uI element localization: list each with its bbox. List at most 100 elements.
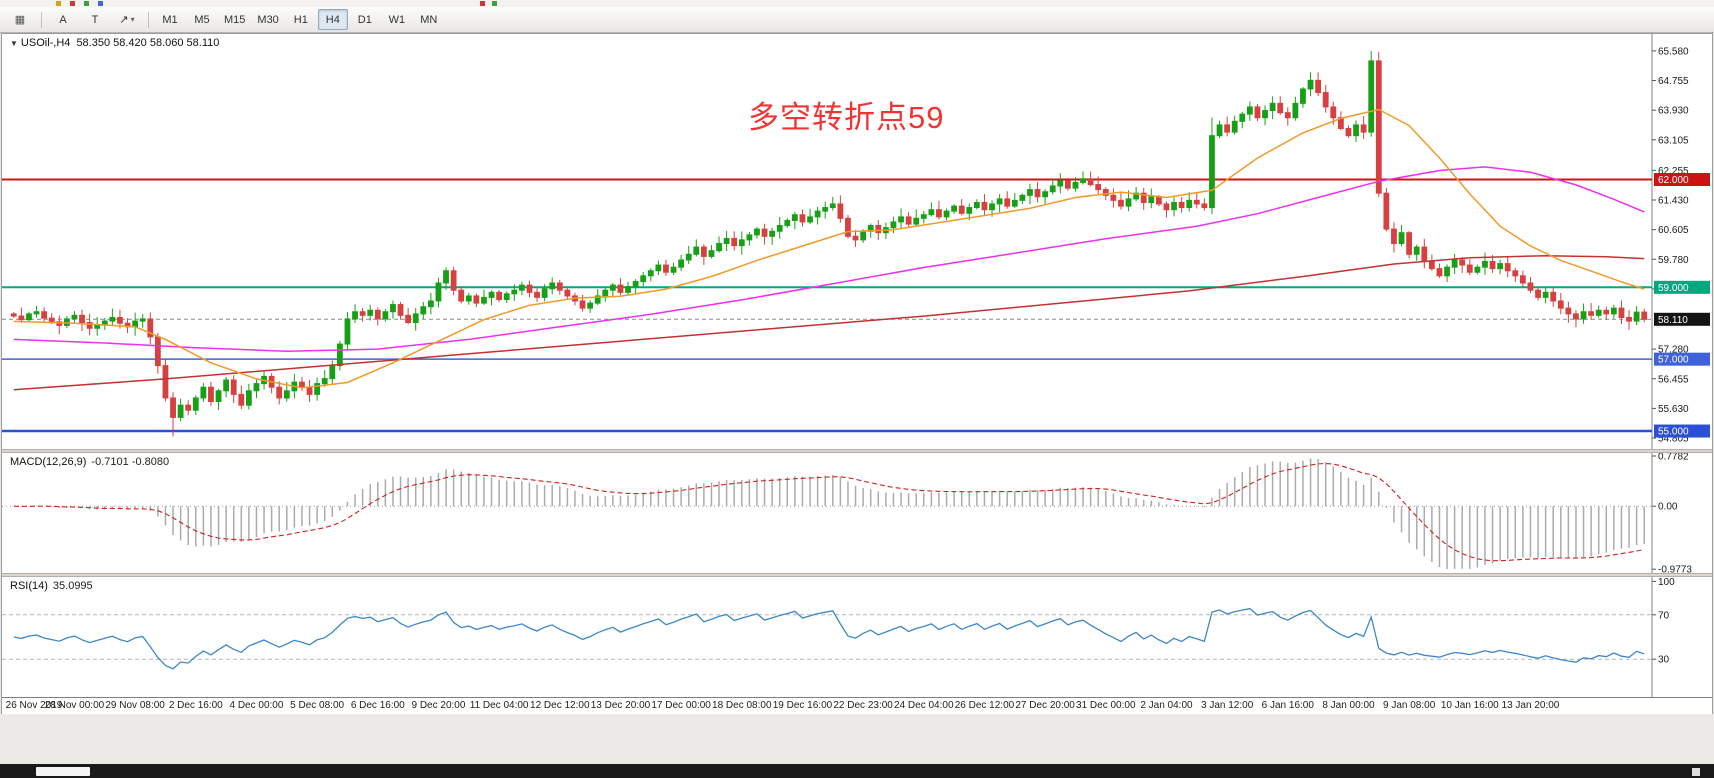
- window-background-gap: [0, 714, 1714, 764]
- svg-text:57.000: 57.000: [1658, 355, 1689, 366]
- svg-text:70: 70: [1658, 610, 1670, 621]
- candlesticks: [10, 50, 1648, 437]
- ohlc-values: 58.350 58.420 58.060 58.110: [76, 37, 220, 49]
- svg-text:0.7782: 0.7782: [1658, 453, 1689, 463]
- svg-text:63.105: 63.105: [1658, 135, 1689, 146]
- macd-panel[interactable]: 0.7782 0.00 -0.9773: [2, 453, 1712, 573]
- price-chart[interactable]: 65.580 64.755 63.930 63.105 62.255 61.430 60.6…: [2, 34, 1712, 449]
- price-badge: 59.000: [1654, 280, 1710, 294]
- time-axis-label: 3 Jan 12:00: [1200, 700, 1254, 711]
- rsi-panel[interactable]: 100 70 30: [2, 577, 1712, 697]
- time-axis-label: 26 Nov 2019: [5, 700, 63, 711]
- time-axis-label: 22 Dec 23:00: [833, 700, 893, 711]
- taskbar: [0, 764, 1714, 778]
- svg-text:55.630: 55.630: [1658, 404, 1689, 415]
- menu-icon-fragment: [56, 1, 61, 6]
- price-badge: 57.000: [1654, 352, 1710, 366]
- time-axis-label: 31 Dec 00:00: [1076, 700, 1136, 711]
- time-axis-label: 13 Dec 20:00: [590, 700, 651, 711]
- time-axis[interactable]: 26 Nov 2019 28 Nov 00:00 29 Nov 08:00 2 Dec…: [2, 697, 1712, 714]
- time-axis-label: 26 Dec 12:00: [954, 700, 1015, 711]
- time-axis-label: 5 Dec 08:00: [290, 700, 345, 711]
- ma-line-fast-orange: [13, 108, 1645, 389]
- rsi-line: [13, 607, 1645, 670]
- svg-text:30: 30: [1658, 655, 1670, 666]
- svg-text:62.000: 62.000: [1658, 175, 1689, 186]
- chevron-down-icon: ▾: [130, 15, 135, 24]
- macd-label: MACD(12,26,9): [10, 456, 87, 468]
- svg-text:64.755: 64.755: [1658, 76, 1689, 87]
- svg-text:57.280: 57.280: [1658, 345, 1689, 356]
- timeframe-button-MN[interactable]: MN: [420, 13, 438, 26]
- trendline-icon: ↗: [119, 14, 129, 26]
- menu-icon-fragment: [98, 1, 103, 6]
- panel-splitter-macd[interactable]: [2, 449, 1712, 453]
- time-axis-label: 17 Dec 00:00: [651, 700, 711, 711]
- time-axis-label: 4 Dec 00:00: [229, 700, 284, 711]
- timeframe-button-group: M1 M5 M15 M30 H1 H4 D1 W1 MN: [154, 9, 445, 30]
- time-axis-label: 18 Dec 08:00: [712, 700, 772, 711]
- taskbar-tray-icon[interactable]: [1692, 768, 1700, 776]
- time-axis-label: 6 Jan 16:00: [1261, 700, 1314, 711]
- menu-icon-fragment: [70, 1, 75, 6]
- svg-text:56.455: 56.455: [1658, 374, 1689, 385]
- timeframe-button-D1[interactable]: D1: [357, 13, 372, 26]
- svg-text:65.580: 65.580: [1658, 46, 1689, 57]
- time-axis-label: 2 Jan 04:00: [1140, 700, 1193, 711]
- time-axis-label: 11 Dec 04:00: [469, 700, 529, 711]
- quote-header: ▼ USOil-,H4 58.350 58.420 58.060 58.110: [10, 37, 219, 49]
- symbol-period-label: USOil-,H4: [20, 37, 71, 49]
- svg-text:59.780: 59.780: [1658, 255, 1689, 266]
- svg-text:-0.9773: -0.9773: [1658, 565, 1692, 573]
- timeframe-button-H1[interactable]: H1: [293, 13, 308, 26]
- ma-line-slow-red: [13, 254, 1645, 391]
- time-axis-label: 27 Dec 20:00: [1015, 700, 1075, 711]
- time-axis-label: 12 Dec 12:00: [530, 700, 590, 711]
- label-tool-button[interactable]: A: [59, 13, 67, 26]
- time-axis-label: 8 Jan 00:00: [1322, 700, 1375, 711]
- svg-text:55.000: 55.000: [1658, 427, 1689, 438]
- svg-text:61.430: 61.430: [1658, 196, 1689, 207]
- menu-icon-fragment: [492, 1, 497, 6]
- time-axis-label: 29 Nov 08:00: [105, 700, 165, 711]
- horizontal-levels[interactable]: [2, 178, 1652, 433]
- macd-histogram: [20, 458, 1645, 570]
- rsi-label: RSI(14): [10, 580, 48, 592]
- timeframe-button-M30[interactable]: M30: [257, 13, 279, 26]
- price-badge: 58.110: [1654, 312, 1710, 326]
- time-axis-label: 13 Jan 20:00: [1501, 700, 1560, 711]
- time-axis-label: 6 Dec 16:00: [350, 700, 405, 711]
- time-axis-label: 28 Nov 00:00: [44, 700, 105, 711]
- time-axis-label: 24 Dec 04:00: [894, 700, 954, 711]
- timeframe-button-M1[interactable]: M1: [162, 13, 178, 26]
- expander-icon[interactable]: ▼: [10, 39, 18, 48]
- svg-text:59.000: 59.000: [1658, 283, 1689, 294]
- macd-header: MACD(12,26,9) -0.7101 -0.8080: [10, 456, 169, 468]
- svg-text:62.255: 62.255: [1658, 166, 1689, 177]
- timeframe-button-M15[interactable]: M15: [224, 13, 246, 26]
- time-axis-label: 9 Dec 20:00: [411, 700, 466, 711]
- svg-text:58.110: 58.110: [1658, 315, 1688, 326]
- text-tool-button[interactable]: T: [91, 13, 99, 26]
- timeframe-button-H4[interactable]: H4: [317, 9, 348, 30]
- svg-text:63.930: 63.930: [1658, 106, 1689, 117]
- macd-signal-line: [13, 462, 1645, 562]
- draw-tools-button[interactable]: ↗ ▾: [112, 9, 142, 30]
- timeframe-button-M5[interactable]: M5: [194, 13, 210, 26]
- rsi-header: RSI(14) 35.0995: [10, 580, 93, 592]
- time-axis-label: 2 Dec 16:00: [168, 700, 223, 711]
- svg-text:100: 100: [1658, 577, 1675, 588]
- chart-annotation[interactable]: 多空转折点59: [748, 100, 945, 135]
- ma-line-mid-magenta: [13, 166, 1645, 353]
- toolbar: ▦ A T ↗ ▾ M1 M5 M15 M30 H1 H4 D1 W1 MN: [0, 7, 1714, 33]
- panel-splitter-rsi[interactable]: [2, 573, 1712, 577]
- rsi-value: 35.0995: [52, 580, 93, 592]
- timeframe-button-W1[interactable]: W1: [388, 13, 406, 26]
- price-scale[interactable]: 65.580 64.755 63.930 63.105 62.255 61.430 60.6…: [1652, 46, 1689, 445]
- window-icon[interactable]: ▦: [14, 14, 26, 26]
- toolbar-separator: [148, 11, 149, 28]
- menu-bar-sliver: [0, 0, 1714, 7]
- taskbar-button[interactable]: [36, 767, 90, 776]
- toolbar-separator: [41, 11, 42, 28]
- time-axis-label: 10 Jan 16:00: [1440, 700, 1499, 711]
